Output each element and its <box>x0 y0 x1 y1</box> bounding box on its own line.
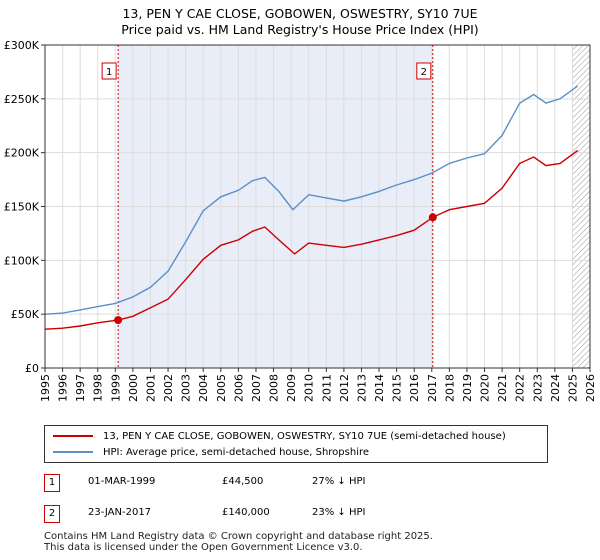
x-tick-label: 2019 <box>461 374 474 402</box>
sale-date: 23-JAN-2017 <box>88 507 152 518</box>
legend: 13, PEN Y CAE CLOSE, GOBOWEN, OSWESTRY, … <box>44 425 548 463</box>
x-tick-label: 2003 <box>180 374 193 402</box>
x-tick-label: 2011 <box>320 374 333 402</box>
x-tick-label: 2008 <box>268 374 281 402</box>
x-tick-label: 2001 <box>144 374 157 402</box>
x-tick-label: 2002 <box>162 374 175 402</box>
sale-label-box <box>416 62 432 80</box>
x-tick-label: 2012 <box>338 374 351 402</box>
sale-row-2: 2 23-JAN-2017 £140,000 23% ↓ HPI <box>44 505 544 525</box>
property-series-line <box>44 149 579 330</box>
sale-point <box>114 316 123 325</box>
x-tick-label: 2010 <box>303 374 316 402</box>
x-tick-label: 2018 <box>443 374 456 402</box>
y-tick-label: £0 <box>25 362 39 375</box>
hpi-series-line <box>44 85 579 315</box>
x-tick-label: 2023 <box>531 374 544 402</box>
legend-item-property: 13, PEN Y CAE CLOSE, GOBOWEN, OSWESTRY, … <box>53 428 506 444</box>
x-tick-label: 1997 <box>74 374 87 402</box>
x-tick-label: 2000 <box>127 374 140 402</box>
x-tick-label: 2016 <box>408 374 421 402</box>
x-tick-label: 2005 <box>215 374 228 402</box>
sale-row-1: 1 01-MAR-1999 £44,500 27% ↓ HPI <box>44 474 544 494</box>
plot-frame <box>44 44 591 369</box>
legend-item-hpi: HPI: Average price, semi-detached house,… <box>53 444 369 460</box>
x-tick-label: 1996 <box>57 374 70 402</box>
chart-title: 13, PEN Y CAE CLOSE, GOBOWEN, OSWESTRY, … <box>122 6 478 21</box>
y-tick-label: £50K <box>11 308 40 321</box>
x-tick-label: 2020 <box>479 374 492 402</box>
x-tick-label: 1999 <box>109 374 122 402</box>
x-tick-label: 2022 <box>514 374 527 402</box>
sale-label-box <box>101 62 117 80</box>
sale-label-number: 1 <box>106 67 112 78</box>
legend-property-label: 13, PEN Y CAE CLOSE, GOBOWEN, OSWESTRY, … <box>103 430 506 442</box>
y-tick-label: £100K <box>4 254 40 267</box>
x-tick-label: 1998 <box>92 374 105 402</box>
x-tick-label: 2024 <box>549 374 562 402</box>
legend-hpi-label: HPI: Average price, semi-detached house,… <box>103 446 370 458</box>
x-tick-label: 2013 <box>355 374 368 402</box>
footer-licence: This data is licensed under the Open Gov… <box>44 542 363 553</box>
sale-point <box>428 213 437 222</box>
x-tick-label: 2009 <box>285 374 298 402</box>
sale-label-number: 2 <box>421 67 427 78</box>
sale-price: £44,500 <box>222 476 264 487</box>
x-tick-label: 2017 <box>426 374 439 402</box>
property-line-swatch <box>53 435 93 437</box>
x-tick-label: 2006 <box>232 374 245 402</box>
price-chart: 1995 1996 1997 1998 1999 2000 2001 2002 2003 2004… <box>4 39 597 402</box>
sale-hpi-diff: 23% ↓ HPI <box>312 507 366 518</box>
x-tick-label: 2021 <box>496 374 509 402</box>
y-tick-label: £150K <box>4 201 40 214</box>
y-tick-label: £250K <box>4 93 40 106</box>
chart-subtitle: Price paid vs. HM Land Registry's House … <box>121 22 479 37</box>
sale-price: £140,000 <box>222 507 270 518</box>
footer: Contains HM Land Registry data © Crown c… <box>44 531 433 553</box>
x-tick-label: 2026 <box>584 374 597 402</box>
footer-copyright: Contains HM Land Registry data © Crown c… <box>44 531 433 542</box>
x-tick-label: 2015 <box>391 374 404 402</box>
sale-number-badge: 1 <box>44 474 60 492</box>
x-tick-label: 1995 <box>39 374 52 402</box>
y-tick-label: £200K <box>4 147 40 160</box>
y-tick-label: £300K <box>4 39 40 52</box>
sale-number-badge: 2 <box>44 505 60 523</box>
sale-date: 01-MAR-1999 <box>88 476 156 487</box>
x-tick-label: 2007 <box>250 374 263 402</box>
sale-hpi-diff: 27% ↓ HPI <box>312 476 366 487</box>
x-tick-label: 2014 <box>373 374 386 402</box>
x-tick-label: 2025 <box>566 374 579 402</box>
hpi-line-swatch <box>53 451 93 453</box>
x-tick-label: 2004 <box>197 374 210 402</box>
